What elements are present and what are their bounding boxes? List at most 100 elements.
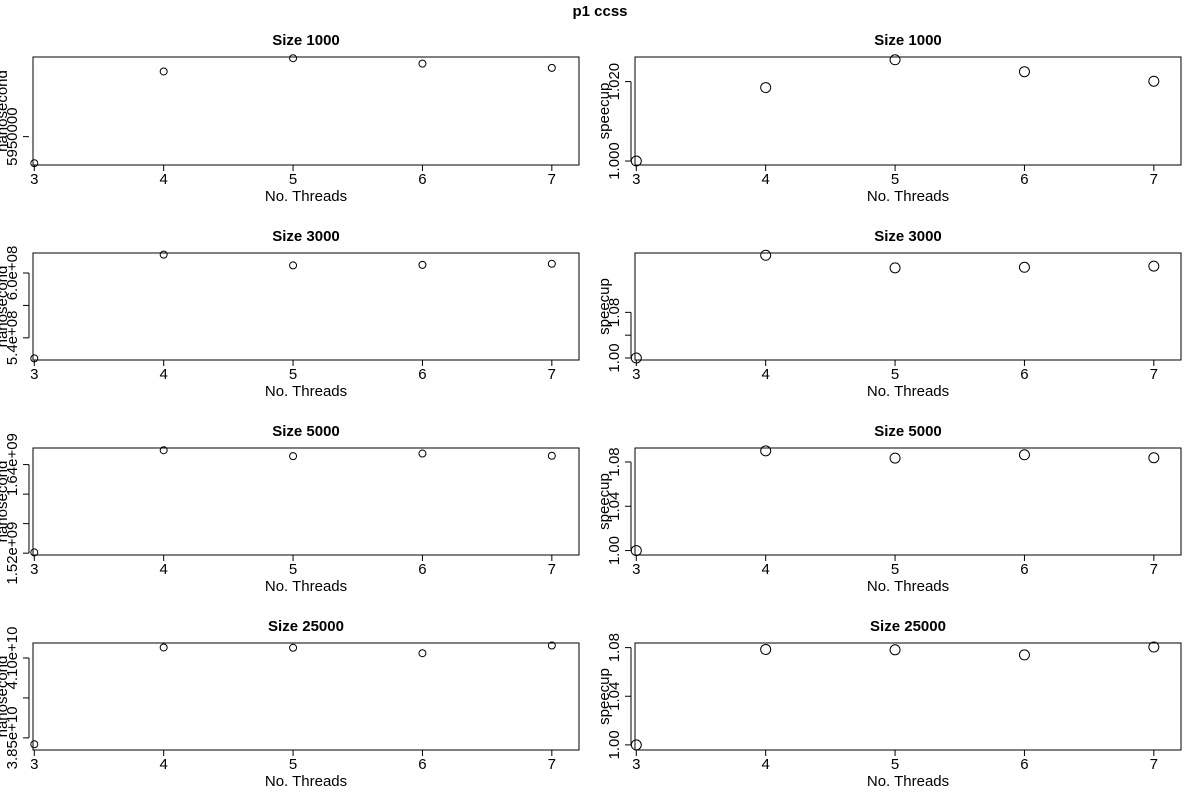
y-tick-label: 1.04 — [606, 492, 623, 521]
data-point — [547, 641, 556, 650]
data-point — [289, 452, 298, 461]
y-tick-label: 4.10e+10 — [4, 627, 21, 690]
data-point — [1148, 75, 1160, 87]
y-tick-label: 5.4e+08 — [4, 311, 21, 366]
plot-frame — [634, 447, 1182, 556]
data-point — [1148, 641, 1160, 653]
plot-frame — [634, 642, 1182, 751]
y-axis-label: nanosecond — [0, 656, 11, 738]
data-point — [30, 548, 39, 557]
x-tick-label: 6 — [418, 171, 426, 188]
plot-frame — [32, 447, 580, 556]
panel-1: Size 1000 3 4 5 6 7 No. Threads 5950000nanoseco… — [0, 32, 580, 205]
figure-title: p1 ccss — [572, 3, 627, 20]
data-point — [1148, 452, 1160, 464]
plot-frame — [634, 252, 1182, 361]
data-point — [1018, 449, 1030, 461]
panel-7: Size 25000 3 4 5 6 7 No. Threads 3.85e+10 4.10e+… — [0, 618, 580, 790]
data-point — [889, 452, 901, 464]
x-axis-label: No. Threads — [265, 578, 347, 595]
y-tick-label: 1.00 — [606, 343, 623, 372]
data-point — [760, 643, 772, 655]
y-tick-label: 1.08 — [606, 298, 623, 327]
y-tick-label: 3.85e+10 — [4, 706, 21, 769]
y-tick-label: 1.08 — [606, 633, 623, 662]
x-tick-label: 4 — [762, 756, 770, 773]
y-tick-label: 6.0e+08 — [4, 246, 21, 301]
data-point — [1018, 649, 1030, 661]
y-axis-label: nanosecond — [0, 70, 11, 152]
x-tick-label: 3 — [632, 366, 640, 383]
data-point — [289, 54, 298, 63]
x-axis-label: No. Threads — [867, 578, 949, 595]
y-tick-label: 1.08 — [606, 447, 623, 476]
x-tick-label: 6 — [418, 561, 426, 578]
panel-title: Size 1000 — [874, 32, 942, 49]
data-point — [418, 59, 427, 68]
x-tick-label: 6 — [418, 756, 426, 773]
y-axis-label: nanosecond — [0, 461, 11, 543]
x-tick-label: 3 — [30, 561, 38, 578]
plot-frame — [32, 642, 580, 751]
data-point — [418, 649, 427, 658]
y-axis-label: speecup — [596, 473, 613, 530]
panel-3: Size 3000 3 4 5 6 7 No. Threads 5.4e+08 6.0e+08n… — [0, 228, 580, 400]
x-axis-label: No. Threads — [867, 773, 949, 790]
panel-title: Size 3000 — [272, 228, 340, 245]
panel-8: Size 25000 3 4 5 6 7 No. Threads 1.00 1.04 1.08 sp… — [596, 618, 1182, 790]
y-tick-label: 1.52e+09 — [4, 522, 21, 585]
data-point — [630, 155, 642, 167]
x-axis-label: No. Threads — [265, 383, 347, 400]
x-tick-label: 3 — [30, 171, 38, 188]
x-tick-label: 6 — [1020, 171, 1028, 188]
data-point — [159, 643, 168, 652]
x-tick-label: 7 — [1150, 171, 1158, 188]
x-tick-label: 3 — [30, 756, 38, 773]
y-tick-label: 1.04 — [606, 682, 623, 711]
data-point — [30, 354, 39, 363]
data-point — [760, 445, 772, 457]
x-tick-label: 5 — [891, 171, 899, 188]
x-tick-label: 4 — [762, 366, 770, 383]
x-tick-label: 6 — [1020, 756, 1028, 773]
x-tick-label: 4 — [160, 561, 168, 578]
y-axis-label: speecup — [596, 278, 613, 335]
panel-title: Size 25000 — [268, 618, 344, 635]
x-tick-label: 5 — [289, 561, 297, 578]
data-point — [159, 446, 168, 455]
data-point — [418, 260, 427, 269]
panel-5: Size 5000 3 4 5 6 7 No. Threads 1.52e+09 1.64e+0… — [0, 423, 580, 595]
x-tick-label: 5 — [891, 561, 899, 578]
x-tick-label: 3 — [632, 561, 640, 578]
y-tick-label: 1.64e+09 — [4, 433, 21, 496]
data-point — [1018, 66, 1030, 78]
data-point — [547, 259, 556, 268]
panel-title: Size 5000 — [272, 423, 340, 440]
panel-2: Size 1000 3 4 5 6 7 No. Threads 1.000 1.020speec… — [596, 32, 1182, 205]
y-tick-label: 1.020 — [606, 63, 623, 101]
y-tick-label: 1.000 — [606, 142, 623, 180]
panel-title: Size 25000 — [870, 618, 946, 635]
y-tick-label: 5950000 — [4, 107, 21, 165]
data-point — [547, 451, 556, 460]
plot-frame — [32, 56, 580, 166]
data-point — [547, 63, 556, 72]
data-point — [289, 261, 298, 270]
x-tick-label: 5 — [891, 366, 899, 383]
y-tick-label: 1.00 — [606, 536, 623, 565]
data-point — [1018, 261, 1030, 273]
data-point — [630, 545, 642, 557]
x-tick-label: 5 — [289, 756, 297, 773]
data-point — [289, 643, 298, 652]
x-tick-label: 4 — [160, 756, 168, 773]
data-point — [159, 67, 168, 76]
x-tick-label: 5 — [289, 366, 297, 383]
data-point — [889, 54, 901, 66]
data-point — [760, 249, 772, 261]
x-tick-label: 7 — [548, 561, 556, 578]
x-tick-label: 7 — [1150, 756, 1158, 773]
data-point — [889, 644, 901, 656]
x-axis-label: No. Threads — [265, 773, 347, 790]
data-point — [630, 352, 642, 364]
